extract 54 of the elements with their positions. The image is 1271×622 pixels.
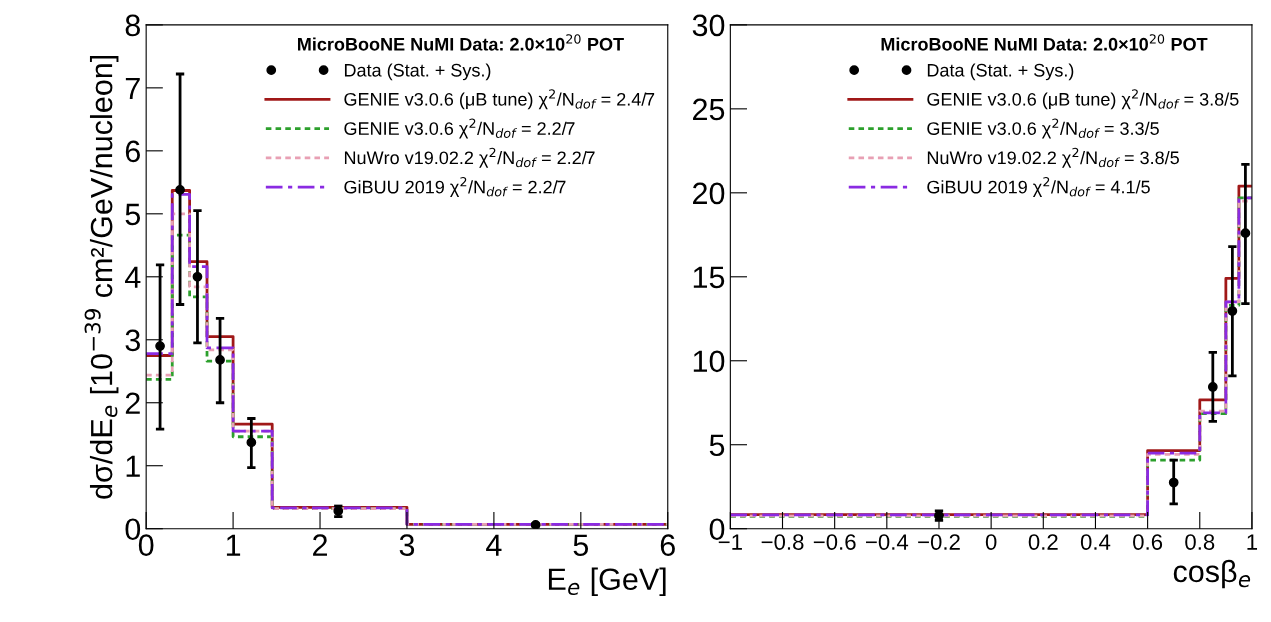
y-tick-label: 10 [693,350,725,373]
y-tick-label: 5 [125,203,141,226]
y-tick-label: 7 [125,77,140,99]
x-tick-label: 0.4 [1080,534,1111,550]
y-tick-label: 15 [693,266,725,289]
y-tick-label: 2 [125,392,140,414]
y-tick-label: 4 [125,266,141,288]
legend-label: GENIE v3.0.6 (μB tune) χ$^{2}$/N$_{dof}$ = 2.4/7 [344,89,655,110]
x-axis-title: cosβ$_{e}$ [1173,559,1251,589]
y-tick-label: 3 [125,329,140,352]
y-tick-label: 20 [693,182,725,205]
legend-label: NuWro v19.02.2 χ$^{2}$/N$_{dof}$ = 3.8/5 [927,147,1179,168]
point [155,341,165,351]
legend-label: Data (Stat. + Sys.) [344,63,491,81]
legend-label: NuWro v19.02.2 χ$^{2}$/N$_{dof}$ = 2.2/7 [344,147,595,168]
x-tick-label: 4 [486,534,502,556]
x-tick-label: 0.6 [1133,534,1163,550]
legend-label: GENIE v3.0.6 (μB tune) χ$^{2}$/N$_{dof}$ = 3.8/5 [927,89,1239,110]
x-tick-label: 2 [313,534,327,556]
legend-title: MicroBooNE NuMI Data: 2.0×10$^{20}$ POT [298,34,624,51]
y-tick-label: 5 [709,434,725,457]
x-axis-title: E$_{e}$ [GeV] [548,567,666,597]
x-tick-label: 6 [660,534,675,557]
y-tick-label: 30 [692,14,725,37]
point [246,437,257,448]
legend-label: Data (Stat. + Sys.) [927,63,1074,81]
x-tick-label: 0 [985,534,997,550]
y-tick-label: 1 [126,455,140,477]
y-tick-label: 8 [125,14,140,37]
point [1168,477,1179,488]
point [1227,306,1238,316]
y-axis-title: dσ/dE$_{e}$ [10$^{−39}$ cm²/GeV/nucleon] [84,55,119,499]
x-tick-label: −0.4 [865,534,909,550]
legend-title: MicroBooNE NuMI Data: 2.0×10$^{20}$ POT [881,34,1208,51]
x-tick-label: 3 [399,534,415,557]
x-tick-label: −0.8 [761,534,804,550]
x-tick-label: 1 [1247,534,1258,550]
point [1240,228,1251,238]
y-tick-label: 6 [125,140,140,163]
y-tick-label: 25 [693,98,725,121]
legend-label: GENIE v3.0.6 χ$^{2}$/N$_{dof}$ = 2.2/7 [344,118,575,139]
x-tick-label: 0.2 [1028,534,1058,550]
x-tick-label: 0.8 [1185,534,1215,550]
legend-label: GiBUU 2019 χ$^{2}$/N$_{dof}$ = 2.2/7 [344,176,566,198]
x-tick-label: −0.2 [918,534,960,550]
point [175,185,185,195]
legend-label: GiBUU 2019 χ$^{2}$/N$_{dof}$ = 4.1/5 [927,176,1150,198]
point [215,355,225,365]
legend-label: GENIE v3.0.6 χ$^{2}$/N$_{dof}$ = 3.3/5 [927,118,1159,139]
x-tick-label: 1 [226,534,241,556]
x-tick-label: −0.6 [813,534,856,550]
point [192,271,203,282]
point [1207,382,1218,392]
x-tick-label: 5 [573,534,589,557]
